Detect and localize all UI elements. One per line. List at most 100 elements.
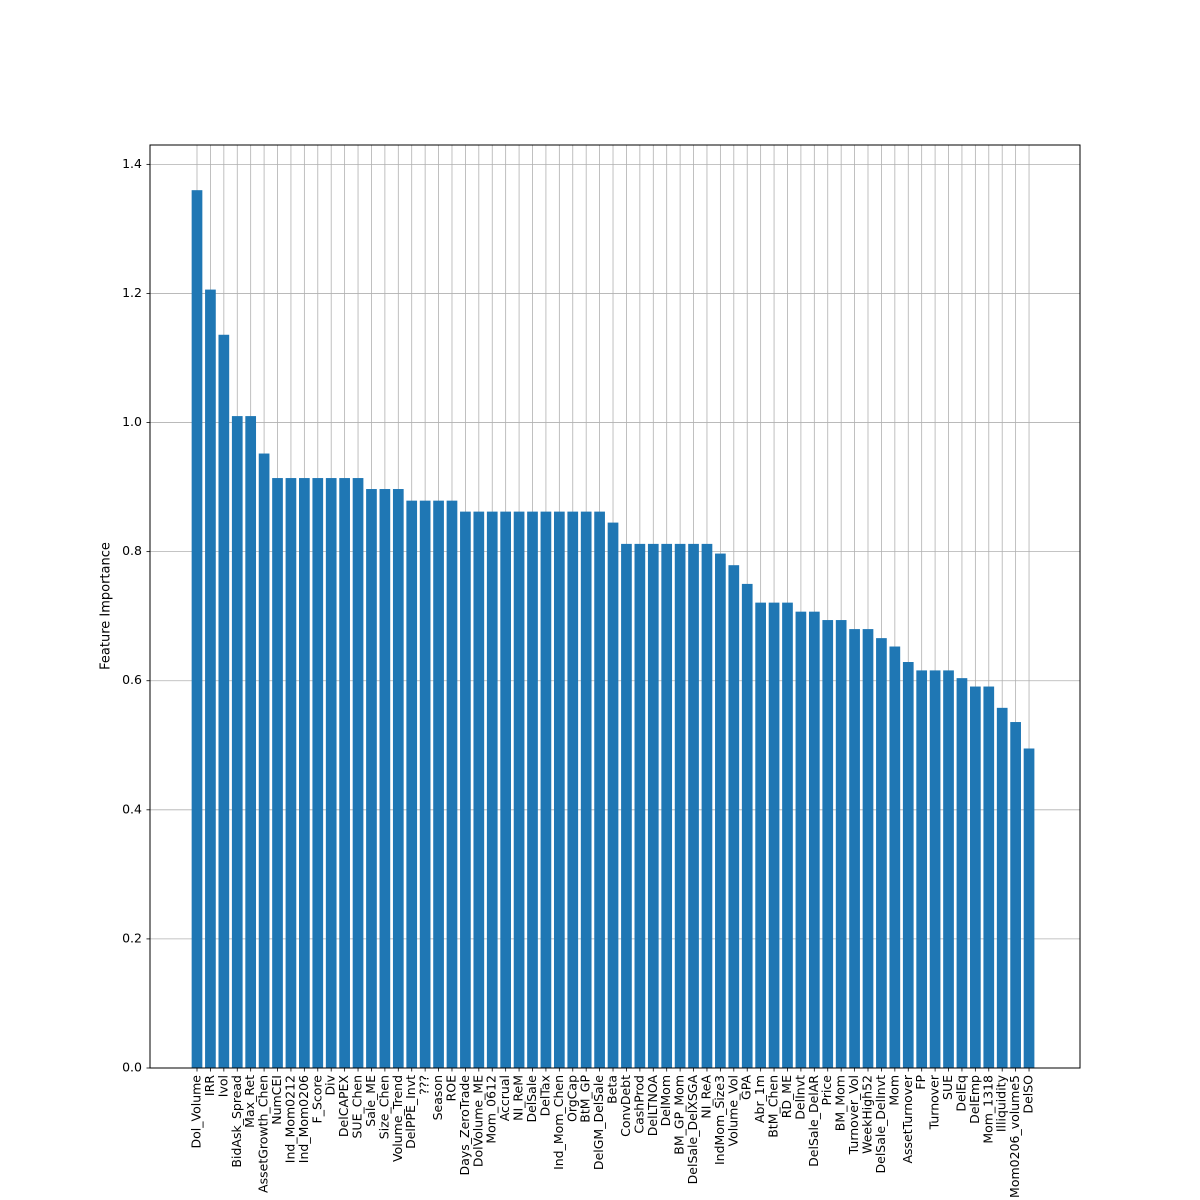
bar — [741, 583, 753, 1068]
bar — [795, 611, 807, 1068]
x-tick-label: Volume_Trend — [390, 1075, 405, 1162]
bar — [339, 478, 350, 1068]
bar — [728, 565, 740, 1068]
y-axis-label: Feature Importance — [99, 542, 114, 670]
y-tick-label: 0.0 — [122, 1060, 142, 1075]
x-axis: Dol_VolumeIRRIvolBidAsk_SpreadMax_RetAss… — [189, 1068, 1036, 1198]
bar — [1010, 722, 1021, 1068]
bar — [970, 686, 981, 1068]
y-tick-label: 0.2 — [122, 930, 142, 945]
bar — [553, 511, 565, 1069]
bar — [647, 543, 659, 1068]
x-tick-label: DelCAPEX — [336, 1075, 351, 1138]
bar — [527, 511, 538, 1069]
x-tick-label: WeekHigh52 — [860, 1075, 875, 1154]
x-tick-label: Ivol — [215, 1075, 230, 1097]
plot-frame — [149, 144, 1081, 1069]
bar — [916, 670, 928, 1068]
y-tick-label: 1.0 — [122, 414, 142, 429]
bar — [715, 553, 726, 1068]
y-tick-label: 0.4 — [122, 801, 142, 816]
bar — [231, 416, 243, 1068]
x-tick-label: Volume_Vol — [725, 1075, 740, 1146]
x-tick-label: DelGM_DelSale — [591, 1075, 606, 1170]
x-tick-label: ??? — [417, 1075, 432, 1095]
x-tick-label: BM_Mom — [833, 1075, 848, 1131]
bar — [607, 522, 619, 1068]
x-tick-label: DolVolume_ME — [470, 1075, 485, 1167]
x-tick-label: Turnover_Vol — [846, 1075, 861, 1155]
x-tick-label: DelInvt — [792, 1075, 807, 1120]
bar — [580, 511, 592, 1069]
x-tick-label: DelSale_DelInvt — [873, 1075, 888, 1174]
x-tick-label: ROE — [443, 1075, 458, 1102]
x-tick-label: RD_ME — [779, 1075, 794, 1118]
bar — [352, 478, 364, 1068]
bar — [285, 478, 297, 1068]
x-tick-label: BtM_Chen — [766, 1075, 781, 1138]
bar — [567, 511, 579, 1069]
x-tick-label: DelSO — [1021, 1075, 1036, 1114]
bar — [419, 500, 431, 1068]
x-tick-label: BtM_GP — [578, 1075, 593, 1123]
bar — [808, 611, 820, 1068]
x-tick-label: DelEmp — [967, 1075, 982, 1124]
bar — [822, 620, 834, 1068]
x-tick-label: Mom_1318 — [980, 1075, 995, 1144]
bar — [661, 543, 673, 1068]
bar — [446, 500, 458, 1068]
x-tick-label: DelEq — [953, 1075, 968, 1112]
bar — [943, 670, 954, 1068]
x-tick-label: Days_ZeroTrade — [457, 1075, 472, 1176]
bar — [540, 511, 552, 1069]
y-tick-label: 0.8 — [122, 543, 142, 558]
bar — [312, 478, 324, 1068]
x-tick-label: DelMom — [658, 1075, 673, 1126]
x-tick-label: DelSale_DelXSGA — [685, 1075, 700, 1185]
bar — [688, 543, 699, 1068]
x-tick-label: Beta — [605, 1075, 620, 1104]
x-tick-label: Ind_Mom0212 — [282, 1075, 297, 1163]
bar — [272, 478, 283, 1068]
x-tick-label: Div — [323, 1074, 338, 1095]
bar — [245, 416, 257, 1068]
bar — [862, 629, 874, 1068]
bar — [755, 602, 766, 1068]
x-tick-label: NI_ReM — [511, 1075, 526, 1121]
x-tick-label: Turnover — [927, 1074, 942, 1130]
bar — [929, 670, 941, 1068]
x-tick-label: GPA — [739, 1075, 754, 1100]
x-tick-label: IndMom_Size3 — [712, 1075, 727, 1165]
x-tick-label: Ind_Mom0206 — [296, 1075, 311, 1163]
x-tick-label: DelSale — [524, 1075, 539, 1123]
x-tick-label: Sale_ME — [363, 1075, 378, 1127]
y-axis: 0.0 0.2 0.4 0.6 0.8 1.0 1.2 1.4 — [122, 156, 150, 1075]
y-tick-label: 0.6 — [122, 672, 142, 687]
bar — [782, 602, 793, 1068]
bar — [768, 602, 780, 1068]
bar — [460, 511, 471, 1069]
bar — [299, 478, 310, 1068]
x-tick-label: OrgCap — [564, 1075, 579, 1122]
x-tick-label: FP — [913, 1075, 928, 1090]
x-tick-label: Abr_1m — [752, 1075, 767, 1123]
x-tick-label: Dol_Volume — [189, 1075, 204, 1149]
bar — [956, 678, 968, 1068]
bar — [205, 289, 216, 1069]
x-tick-label: Season — [430, 1075, 445, 1120]
bar — [996, 707, 1008, 1068]
bar — [983, 686, 995, 1068]
x-tick-label: Illiquidity — [994, 1074, 1009, 1132]
bar — [406, 500, 418, 1068]
x-tick-label: NI_ReA — [698, 1075, 713, 1119]
y-tick-label: 1.4 — [122, 156, 142, 171]
bar — [902, 662, 914, 1068]
bar — [634, 543, 646, 1068]
x-tick-label: Ind_Mom_Chen — [551, 1075, 566, 1170]
bar — [500, 511, 512, 1069]
bar — [621, 543, 632, 1068]
x-tick-label: AssetGrowth_Chen — [256, 1075, 271, 1193]
x-tick-label: Accrual — [497, 1075, 512, 1121]
bar — [835, 620, 847, 1068]
